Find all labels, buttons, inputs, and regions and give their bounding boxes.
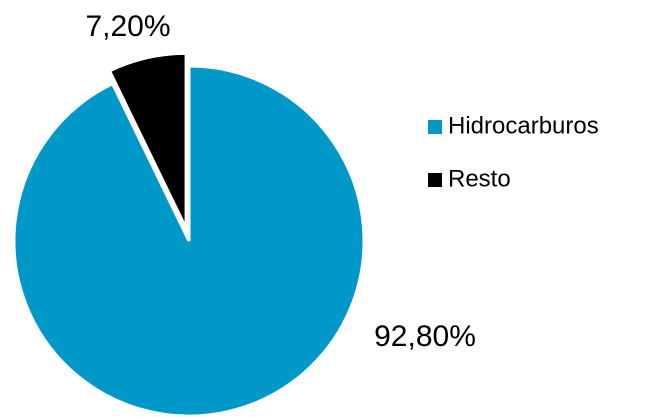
pie-slice <box>12 64 366 417</box>
legend-label: Hidrocarburos <box>448 112 599 139</box>
pie-slice <box>107 51 188 229</box>
legend-swatch <box>428 173 442 187</box>
data-label: 92,80% <box>374 320 476 353</box>
legend-swatch <box>428 120 442 134</box>
legend-label: Resto <box>448 165 511 192</box>
data-label: 7,20% <box>85 10 170 43</box>
